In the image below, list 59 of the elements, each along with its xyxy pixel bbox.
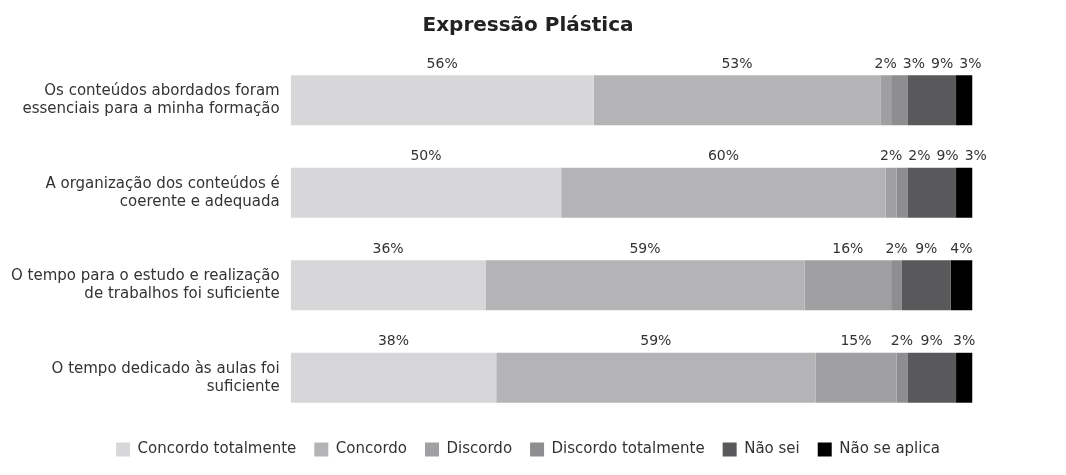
bar — [290, 167, 562, 218]
data-label: 2% — [890, 332, 914, 349]
data-label: 56% — [426, 54, 458, 71]
bar — [290, 260, 486, 311]
data-label: 3% — [964, 147, 987, 164]
legend-label: Concordo — [335, 439, 408, 458]
bar — [891, 260, 902, 311]
bar — [290, 75, 594, 126]
bar — [896, 167, 908, 218]
y-tick-label: O tempo para o estudo e realização de trabalhos foi suficiente — [11, 266, 280, 303]
bar — [950, 260, 973, 311]
bar — [891, 75, 908, 126]
bar — [956, 352, 973, 403]
legend-label: Concordo totalmente — [137, 439, 297, 458]
data-label: 9% — [915, 239, 938, 256]
bar — [593, 75, 881, 126]
bar — [956, 75, 973, 126]
y-tick-label: A organização dos conteúdos é coerente e adequada — [45, 173, 280, 210]
bar — [880, 75, 892, 126]
bar — [907, 75, 957, 126]
legend-label: Discordo — [446, 439, 513, 458]
bar — [804, 260, 892, 311]
data-label: 9% — [936, 147, 959, 164]
y-tick-label: Os conteúdos abordados foram essenciais para a minha formação — [22, 81, 280, 118]
data-label: 3% — [902, 54, 926, 71]
data-label: 60% — [707, 147, 740, 164]
data-label: 2% — [874, 54, 897, 71]
legend-label: Não sei — [744, 439, 800, 458]
data-label: 3% — [959, 54, 982, 71]
legend-label: Discordo totalmente — [551, 439, 705, 458]
data-label: 2% — [885, 239, 908, 256]
bar — [496, 352, 816, 403]
data-label: 9% — [920, 332, 943, 349]
data-label: 16% — [832, 239, 864, 256]
data-label: 50% — [410, 147, 442, 164]
legend-label: Não se aplica — [839, 439, 940, 458]
bar — [885, 167, 897, 218]
bar — [901, 260, 951, 311]
data-label: 59% — [629, 239, 661, 256]
data-label: 59% — [640, 332, 672, 349]
data-label: 9% — [931, 54, 954, 71]
data-label: 53% — [721, 54, 753, 71]
bar — [815, 352, 897, 403]
bar — [896, 352, 908, 403]
data-label: 2% — [908, 147, 931, 164]
bar — [907, 352, 957, 403]
data-label: 2% — [880, 147, 903, 164]
data-label: 36% — [372, 239, 404, 256]
bar — [561, 167, 886, 218]
bar — [956, 167, 973, 218]
bar — [907, 167, 957, 218]
data-label: 3% — [953, 332, 976, 349]
data-label: 38% — [377, 332, 410, 349]
y-tick-label: O tempo dedicado às aulas foi suficiente — [51, 358, 280, 395]
bar — [485, 260, 805, 311]
chart-title: Expressão Plástica — [422, 12, 634, 37]
data-label: 4% — [950, 239, 973, 256]
data-label: 15% — [840, 332, 872, 349]
bar — [290, 352, 497, 403]
